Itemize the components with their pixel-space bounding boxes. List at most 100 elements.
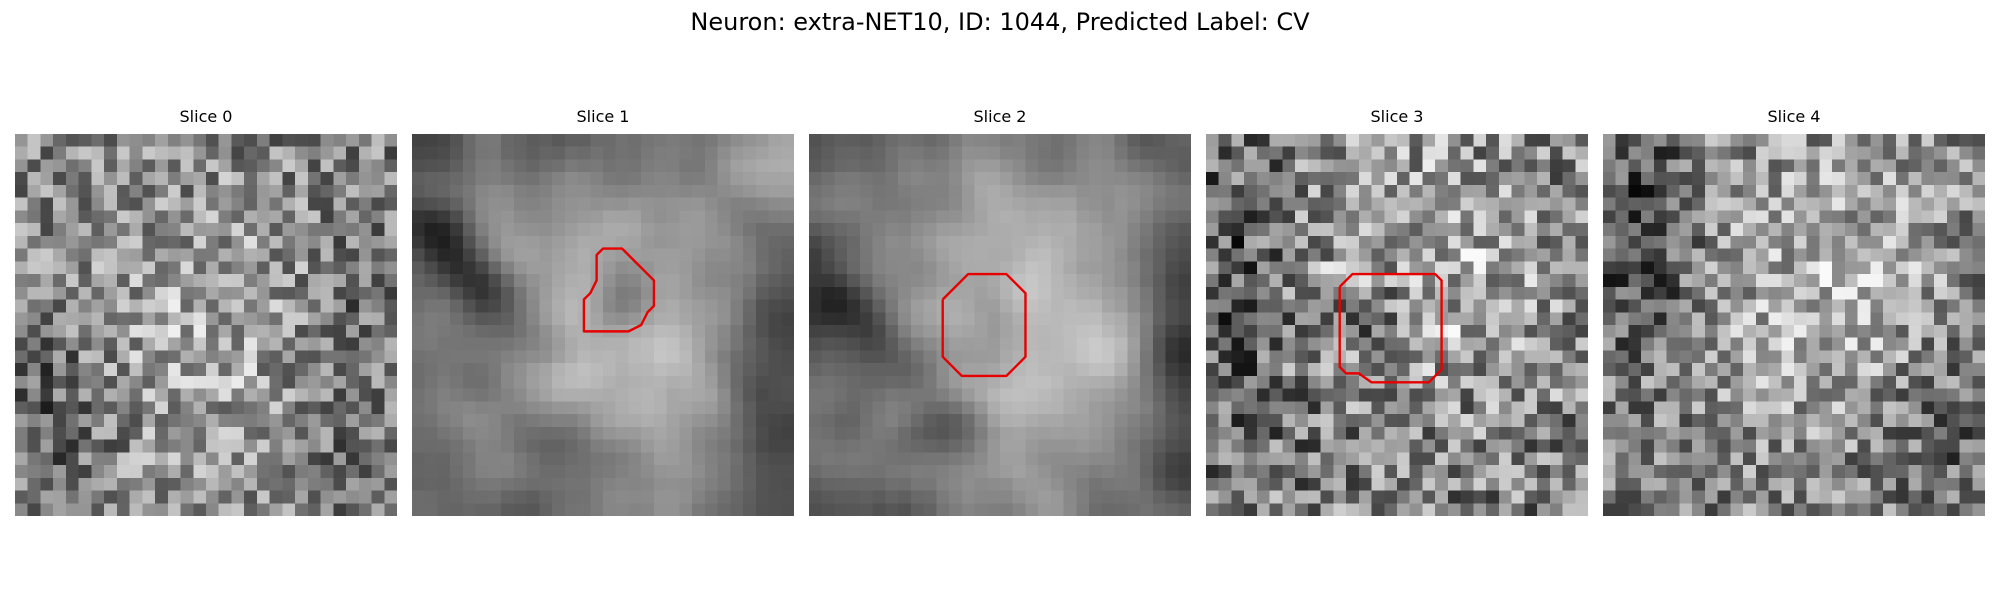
image-pixel bbox=[1641, 325, 1654, 338]
image-pixel bbox=[282, 439, 296, 453]
image-pixel bbox=[1231, 439, 1245, 453]
image-pixel bbox=[1819, 503, 1833, 516]
image-pixel bbox=[1730, 159, 1744, 173]
image-pixel bbox=[641, 134, 654, 147]
image-pixel bbox=[1537, 337, 1550, 351]
image-pixel bbox=[666, 172, 680, 185]
image-pixel bbox=[1934, 286, 1947, 300]
image-pixel bbox=[1717, 477, 1731, 491]
image-pixel bbox=[923, 312, 937, 325]
image-pixel bbox=[450, 414, 463, 427]
image-pixel bbox=[231, 146, 245, 160]
image-pixel bbox=[193, 210, 206, 224]
image-pixel bbox=[1231, 452, 1245, 466]
image-pixel bbox=[987, 134, 1000, 147]
image-pixel bbox=[1460, 146, 1474, 160]
image-pixel bbox=[1972, 286, 1985, 300]
image-pixel bbox=[1768, 210, 1782, 224]
image-pixel bbox=[717, 261, 731, 275]
image-pixel bbox=[1549, 375, 1563, 389]
image-pixel bbox=[142, 210, 156, 224]
image-pixel bbox=[1140, 286, 1153, 300]
image-pixel bbox=[552, 146, 565, 160]
image-pixel bbox=[1178, 210, 1191, 224]
image-pixel bbox=[910, 134, 924, 147]
image-pixel bbox=[269, 426, 283, 440]
image-pixel bbox=[155, 375, 168, 389]
image-pixel bbox=[1050, 452, 1064, 466]
image-pixel bbox=[1282, 388, 1296, 402]
image-pixel bbox=[282, 350, 296, 364]
image-pixel bbox=[1346, 375, 1359, 389]
image-pixel bbox=[577, 439, 591, 453]
image-pixel bbox=[872, 350, 886, 364]
image-pixel bbox=[65, 439, 79, 453]
image-pixel bbox=[1934, 223, 1947, 236]
image-pixel bbox=[1498, 159, 1512, 173]
image-pixel bbox=[1730, 490, 1744, 504]
image-pixel bbox=[1498, 312, 1512, 325]
image-pixel bbox=[1692, 490, 1705, 504]
image-pixel bbox=[1346, 477, 1359, 491]
image-pixel bbox=[231, 184, 245, 198]
image-pixel bbox=[27, 210, 41, 224]
image-pixel bbox=[1537, 414, 1550, 427]
image-pixel bbox=[1244, 261, 1257, 275]
image-pixel bbox=[1397, 401, 1410, 415]
image-pixel bbox=[885, 490, 899, 504]
image-pixel bbox=[590, 299, 603, 313]
image-pixel bbox=[27, 503, 41, 516]
image-pixel bbox=[641, 350, 654, 364]
image-pixel bbox=[1562, 426, 1576, 440]
image-pixel bbox=[1218, 299, 1232, 313]
image-pixel bbox=[295, 172, 308, 185]
image-pixel bbox=[564, 375, 578, 389]
image-pixel bbox=[730, 490, 744, 504]
image-pixel bbox=[1206, 299, 1219, 313]
image-pixel bbox=[1603, 159, 1616, 173]
image-pixel bbox=[1743, 172, 1756, 185]
image-pixel bbox=[1346, 312, 1359, 325]
image-pixel bbox=[704, 274, 718, 287]
image-pixel bbox=[577, 210, 591, 224]
image-pixel bbox=[1511, 134, 1525, 147]
image-pixel bbox=[603, 414, 616, 427]
image-pixel bbox=[206, 299, 219, 313]
image-pixel bbox=[412, 146, 425, 160]
image-pixel bbox=[1384, 337, 1397, 351]
image-pixel bbox=[1755, 490, 1769, 504]
image-pixel bbox=[1498, 363, 1512, 376]
image-pixel bbox=[1768, 223, 1782, 236]
image-pixel bbox=[1409, 503, 1423, 516]
image-pixel bbox=[1320, 490, 1334, 504]
image-pixel bbox=[1562, 375, 1576, 389]
image-pixel bbox=[1206, 465, 1219, 478]
image-pixel bbox=[371, 197, 385, 211]
image-pixel bbox=[307, 363, 321, 376]
image-pixel bbox=[1549, 299, 1563, 313]
image-pixel bbox=[1256, 503, 1270, 516]
image-pixel bbox=[974, 248, 988, 262]
image-pixel bbox=[1333, 465, 1347, 478]
image-pixel bbox=[1575, 261, 1588, 275]
image-pixel bbox=[1025, 426, 1039, 440]
image-pixel bbox=[1768, 439, 1782, 453]
image-pixel bbox=[961, 184, 975, 198]
image-pixel bbox=[809, 363, 822, 376]
image-pixel bbox=[1679, 477, 1693, 491]
image-pixel bbox=[1562, 210, 1576, 224]
image-pixel bbox=[1883, 452, 1896, 466]
image-pixel bbox=[1025, 477, 1039, 491]
image-pixel bbox=[1895, 439, 1909, 453]
image-pixel bbox=[974, 146, 988, 160]
image-pixel bbox=[1857, 465, 1871, 478]
image-pixel bbox=[834, 235, 848, 249]
image-pixel bbox=[743, 375, 756, 389]
image-pixel bbox=[1870, 426, 1884, 440]
image-pixel bbox=[1473, 248, 1487, 262]
image-pixel bbox=[256, 210, 270, 224]
image-pixel bbox=[346, 325, 359, 338]
image-pixel bbox=[821, 261, 835, 275]
image-pixel bbox=[1921, 312, 1935, 325]
image-pixel bbox=[1692, 426, 1705, 440]
